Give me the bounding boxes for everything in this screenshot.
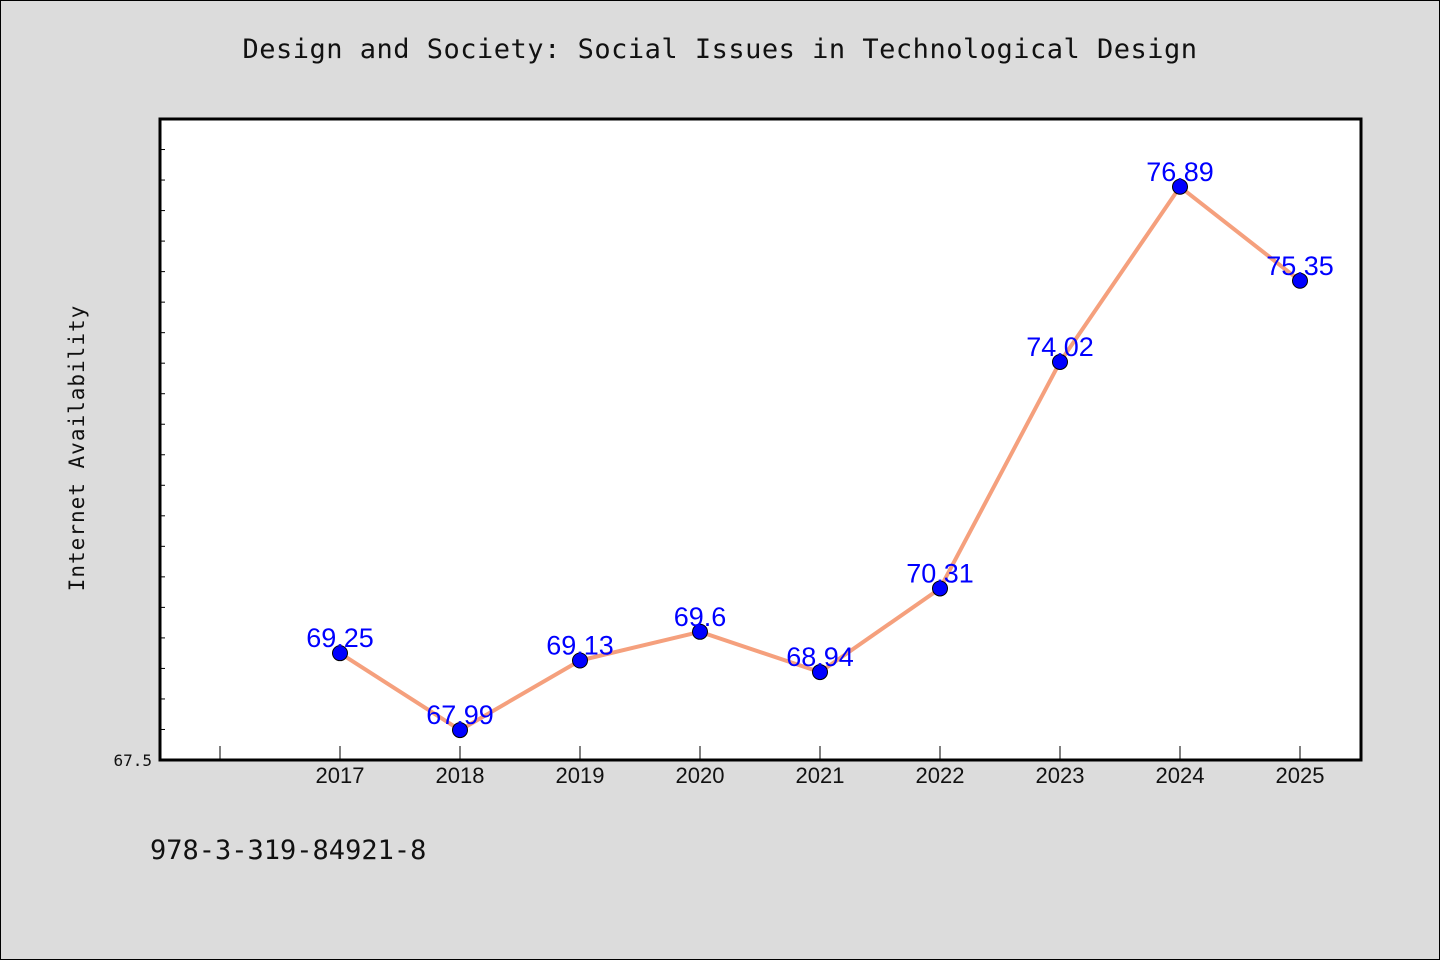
x-tick-label: 2021 — [796, 763, 845, 788]
data-point — [812, 664, 828, 681]
data-point — [932, 580, 948, 597]
y-tick-label: 67.5 — [113, 751, 152, 770]
data-label: 74.02 — [1026, 332, 1094, 362]
series-layer: 69.25 67.99 69.13 69.6 68.94 70.31 74.02 76.89 7… — [306, 157, 1334, 739]
data-label: 68.94 — [786, 642, 854, 672]
data-point — [1292, 272, 1308, 289]
x-tick-label: 2024 — [1156, 763, 1205, 788]
x-tick-label: 2017 — [316, 763, 365, 788]
x-tick-label: 2025 — [1276, 763, 1325, 788]
data-point — [1172, 178, 1188, 195]
x-tick-label: 2020 — [676, 763, 725, 788]
isbn-text: 978-3-319-84921-8 — [150, 835, 427, 866]
data-point — [1052, 353, 1068, 370]
data-label: 76.89 — [1146, 157, 1214, 187]
data-label: 69.6 — [674, 602, 727, 632]
data-point — [332, 645, 348, 662]
plot-area — [160, 119, 1361, 760]
chart-title: Design and Society: Social Issues in Tec… — [242, 34, 1198, 65]
x-axis-ticks: 2017 2018 2019 2020 2021 2022 2023 2024 2025 — [219, 746, 1325, 788]
data-label: 75.35 — [1266, 251, 1334, 281]
x-tick-label: 2022 — [916, 763, 965, 788]
y-axis-ticks: 67.5 — [113, 751, 152, 770]
x-tick-label: 2018 — [436, 763, 485, 788]
x-tick-label: 2019 — [556, 763, 605, 788]
data-label: 67.99 — [426, 700, 494, 730]
data-label: 70.31 — [906, 558, 974, 588]
data-point — [572, 652, 588, 669]
data-label: 69.13 — [546, 630, 614, 660]
plot-border — [158, 117, 1363, 762]
data-point — [692, 623, 708, 640]
data-point — [452, 722, 468, 739]
data-label: 69.25 — [306, 623, 374, 653]
x-tick-label: 2023 — [1036, 763, 1085, 788]
